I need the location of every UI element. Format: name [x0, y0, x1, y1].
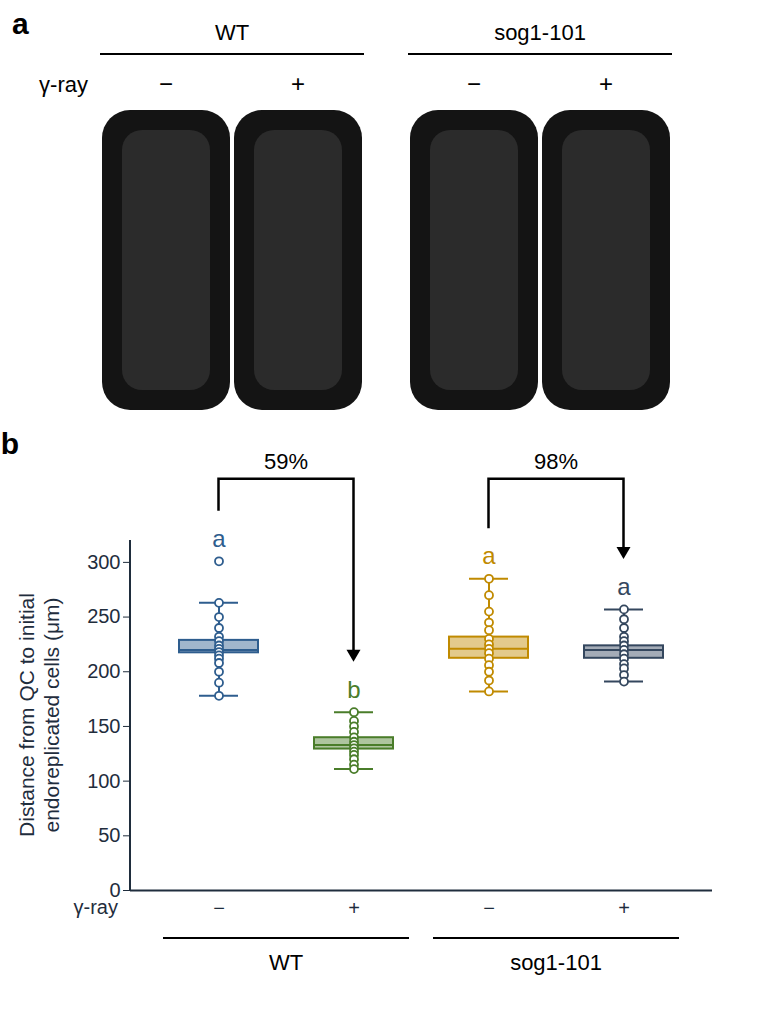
- svg-text:Distance from QC to initialend: Distance from QC to initialendoreplicate…: [15, 593, 63, 837]
- svg-text:250: 250: [87, 605, 120, 627]
- svg-text:98%: 98%: [534, 449, 578, 474]
- svg-text:sog1-101: sog1-101: [494, 20, 586, 45]
- svg-text:−: −: [467, 70, 481, 97]
- svg-text:sog1-101: sog1-101: [510, 950, 602, 975]
- svg-text:−: −: [483, 897, 495, 919]
- svg-text:+: +: [291, 70, 305, 97]
- svg-text:300: 300: [87, 551, 120, 573]
- svg-text:a: a: [12, 7, 29, 40]
- svg-text:a: a: [617, 573, 631, 600]
- svg-text:50: 50: [98, 824, 120, 846]
- svg-text:200: 200: [87, 660, 120, 682]
- svg-text:a: a: [212, 525, 226, 552]
- svg-text:−: −: [213, 897, 225, 919]
- svg-text:+: +: [618, 897, 630, 919]
- svg-text:+: +: [599, 70, 613, 97]
- svg-text:0: 0: [109, 878, 121, 901]
- svg-text:WT: WT: [269, 950, 303, 975]
- svg-text:a: a: [482, 542, 496, 569]
- svg-text:−: −: [159, 70, 173, 97]
- svg-text:b: b: [1, 427, 19, 460]
- svg-text:100: 100: [87, 770, 120, 792]
- svg-text:150: 150: [87, 715, 120, 737]
- svg-text:59%: 59%: [264, 449, 308, 474]
- svg-text:+: +: [348, 897, 360, 919]
- svg-text:γ-ray: γ-ray: [39, 72, 88, 97]
- svg-text:b: b: [347, 676, 360, 703]
- svg-text:γ-ray: γ-ray: [74, 896, 118, 918]
- svg-text:WT: WT: [215, 20, 249, 45]
